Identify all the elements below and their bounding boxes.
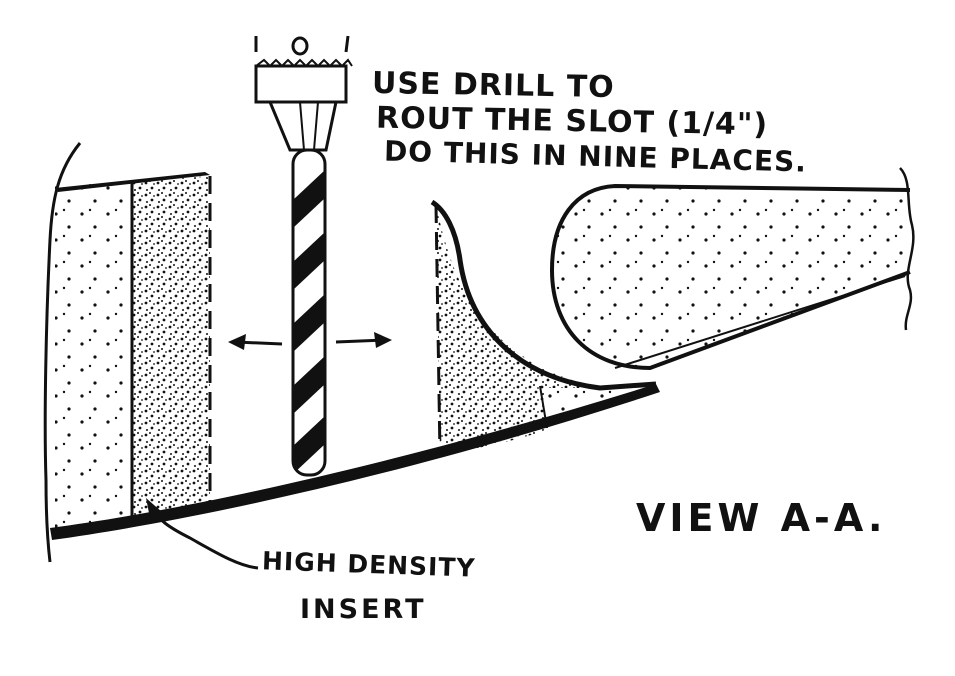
left-foam-block bbox=[55, 182, 132, 532]
cut-foam-piece bbox=[430, 199, 657, 456]
drill-bit bbox=[254, 35, 353, 477]
instruction-line-1: USE DRILL TO bbox=[371, 65, 616, 106]
view-label: VIEW A-A. bbox=[636, 496, 887, 540]
insert-leader-line bbox=[148, 505, 259, 570]
left-arrow bbox=[228, 334, 283, 350]
top-skin bbox=[55, 172, 210, 192]
left-outline bbox=[43, 142, 82, 563]
airfoil-section bbox=[549, 167, 915, 371]
right-arrow bbox=[335, 332, 392, 348]
high-density-insert bbox=[130, 176, 212, 524]
insert-leader-arrow bbox=[146, 498, 162, 518]
insert-label-line-2: INSERT bbox=[300, 594, 427, 625]
bottom-skin bbox=[50, 384, 660, 540]
